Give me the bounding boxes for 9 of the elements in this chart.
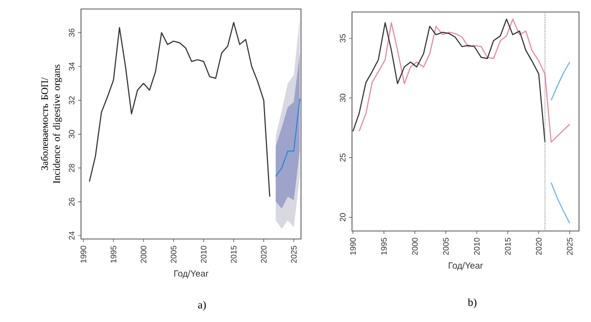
y-axis-title: Заболеваемость БОП/ Incidence of digestive organs — [40, 64, 62, 184]
line-series — [550, 182, 570, 224]
line-series — [275, 98, 300, 177]
x-axis-title: Год/Year — [174, 270, 208, 278]
text: b) — [468, 298, 476, 308]
line-series — [88, 22, 270, 198]
line-series — [550, 62, 570, 101]
text: a) — [198, 300, 206, 311]
x-axis-title: Год/Year — [448, 262, 483, 270]
